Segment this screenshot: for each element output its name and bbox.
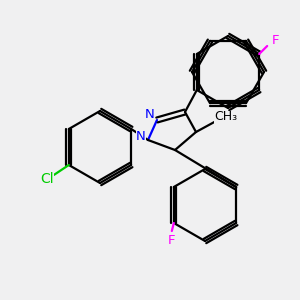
Text: N: N — [145, 107, 155, 121]
Text: N: N — [136, 130, 146, 142]
Text: F: F — [168, 235, 176, 248]
Text: F: F — [272, 34, 279, 46]
Text: CH₃: CH₃ — [214, 110, 238, 124]
Text: Cl: Cl — [40, 172, 54, 186]
